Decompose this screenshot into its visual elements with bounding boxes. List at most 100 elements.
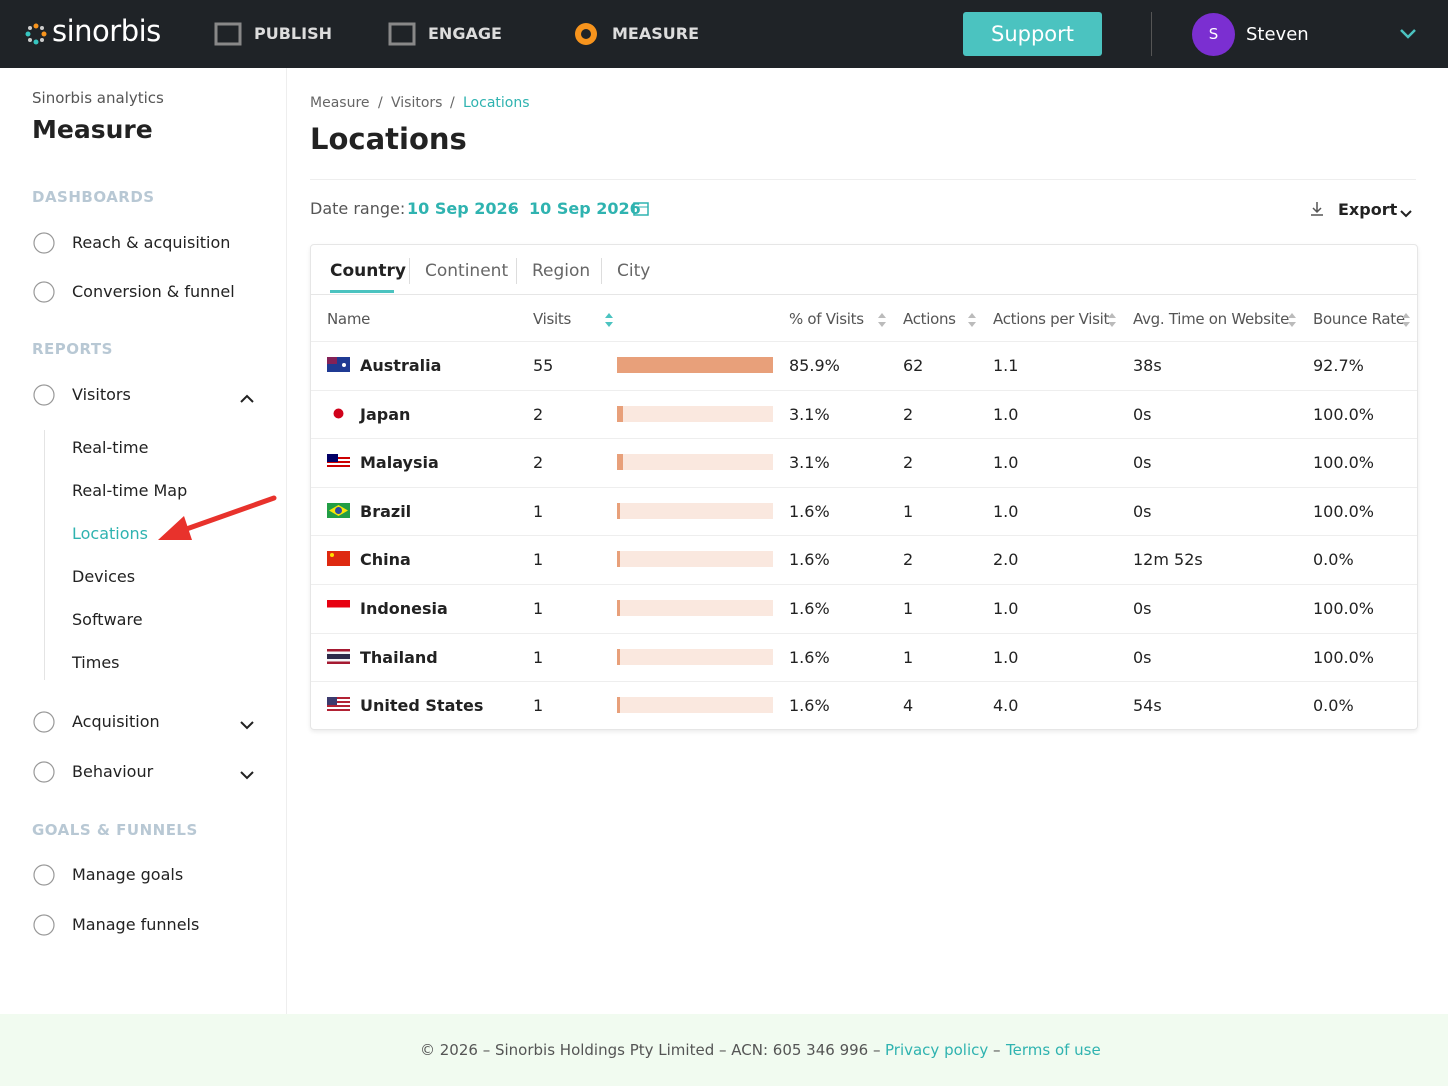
country-name[interactable]: Indonesia [360, 599, 448, 618]
table-cell: 0s [1133, 647, 1152, 667]
support-button[interactable]: Support [963, 12, 1102, 56]
sidebar-item[interactable]: Locations [72, 524, 149, 543]
sidebar-item[interactable]: Reach & acquisition [72, 233, 231, 252]
table-cell: 0s [1133, 501, 1152, 521]
tab[interactable]: Region [532, 261, 591, 281]
table-cell: 1 [533, 550, 544, 570]
table-cell: 1 [903, 647, 914, 667]
sidebar-item[interactable]: Times [72, 653, 120, 672]
column-header[interactable]: Visits [533, 310, 571, 328]
export-button[interactable]: Export [1338, 200, 1398, 219]
table-cell: 1.0 [993, 404, 1019, 424]
column-header[interactable]: Avg. Time on Website [1133, 310, 1290, 328]
sidebar-icon [32, 231, 56, 255]
sort-icon [604, 311, 614, 329]
flag [327, 357, 350, 372]
logo-icon [24, 22, 48, 46]
page-title: Locations [310, 122, 467, 156]
sidebar-icon [32, 383, 56, 407]
expand-chevron [238, 766, 256, 780]
sidebar-title: Measure [32, 115, 153, 144]
nav-item[interactable]: ENGAGE [428, 24, 502, 43]
section-heading: GOALS & FUNNELS [32, 821, 198, 839]
flag [327, 406, 350, 421]
table-cell: 1.6% [789, 647, 830, 667]
table-cell: 1 [903, 501, 914, 521]
user-menu-chevron [1398, 26, 1418, 40]
table-cell: 0s [1133, 599, 1152, 618]
breadcrumb-separator: / [450, 95, 455, 111]
flag [327, 697, 350, 713]
sort-icon [877, 311, 887, 329]
breadcrumb-item: Locations [463, 95, 530, 111]
sidebar-item[interactable]: Software [72, 610, 143, 629]
sidebar-icon [32, 280, 56, 304]
table-cell: 1.1 [993, 356, 1019, 375]
row-divider [311, 584, 1417, 585]
breadcrumb-separator: / [378, 95, 383, 111]
country-name[interactable]: Thailand [360, 647, 438, 667]
row-divider [311, 535, 1417, 537]
tab[interactable]: City [617, 261, 651, 281]
country-name[interactable]: Japan [360, 404, 411, 424]
sidebar-icon [32, 913, 56, 937]
country-name[interactable]: Australia [360, 356, 442, 375]
section-heading: REPORTS [32, 340, 113, 358]
table-cell: 0.0% [1313, 696, 1354, 716]
logo[interactable]: sinorbis [52, 14, 161, 48]
terms-link[interactable]: Terms of use [1006, 1041, 1101, 1059]
table-cell: 100.0% [1313, 501, 1375, 521]
tab[interactable]: Country [330, 261, 406, 281]
sidebar [0, 68, 287, 1014]
row-divider [311, 341, 1417, 342]
breadcrumb-item[interactable]: Measure [310, 95, 370, 111]
row-divider [311, 681, 1417, 683]
sidebar-item[interactable]: Manage goals [72, 865, 184, 884]
table-cell: 54s [1133, 696, 1162, 716]
table-cell: 1.6% [789, 501, 830, 521]
country-name[interactable]: China [360, 550, 411, 570]
table-cell: 1.6% [789, 599, 830, 618]
column-header[interactable]: Name [327, 310, 371, 328]
country-name[interactable]: Malaysia [360, 453, 439, 473]
user-name[interactable]: Steven [1246, 24, 1309, 45]
sidebar-item[interactable]: Real-time [72, 438, 149, 457]
visits-bar [617, 405, 623, 422]
table-cell: 2 [903, 550, 914, 570]
tab-divider [601, 258, 602, 284]
sidebar-item[interactable]: Behaviour [72, 762, 154, 781]
sidebar-item[interactable]: Real-time Map [72, 481, 188, 500]
nav-item[interactable]: PUBLISH [254, 24, 332, 43]
sidebar-item[interactable]: Acquisition [72, 712, 160, 731]
table-cell: 100.0% [1313, 647, 1375, 667]
annotation-arrow [158, 495, 277, 540]
visits-bar-track [617, 454, 773, 471]
sidebar-item[interactable]: Visitors [72, 385, 131, 404]
table-cell: 2 [903, 404, 914, 424]
country-name[interactable]: Brazil [360, 501, 412, 521]
privacy-link[interactable]: Privacy policy [885, 1041, 989, 1059]
table-cell: 3.1% [789, 404, 830, 424]
country-name[interactable]: United States [360, 696, 484, 716]
table-cell: 4.0 [993, 696, 1019, 716]
column-header[interactable]: % of Visits [789, 310, 864, 328]
visits-bar-track [617, 405, 773, 422]
tab[interactable]: Continent [425, 261, 509, 281]
column-header[interactable]: Bounce Rate [1313, 310, 1405, 328]
column-header[interactable]: Actions per Visit [993, 310, 1110, 328]
nav-item[interactable]: MEASURE [612, 24, 699, 43]
date-end[interactable]: 10 Sep 2026 [529, 199, 641, 218]
flag [327, 454, 350, 470]
footer-text: © 2026 – Sinorbis Holdings Pty Limited –… [420, 1041, 881, 1059]
avatar[interactable]: S [1192, 13, 1235, 56]
column-header[interactable]: Actions [903, 310, 956, 328]
sidebar-item[interactable]: Devices [72, 567, 136, 586]
breadcrumb-item[interactable]: Visitors [391, 95, 443, 111]
sidebar-item[interactable]: Conversion & funnel [72, 282, 235, 301]
date-start[interactable]: 10 Sep 2026 [407, 199, 519, 218]
calendar-icon [633, 200, 649, 216]
sidebar-item[interactable]: Manage funnels [72, 915, 200, 934]
table-cell: 2 [903, 453, 914, 473]
table-cell: 92.7% [1313, 356, 1364, 375]
